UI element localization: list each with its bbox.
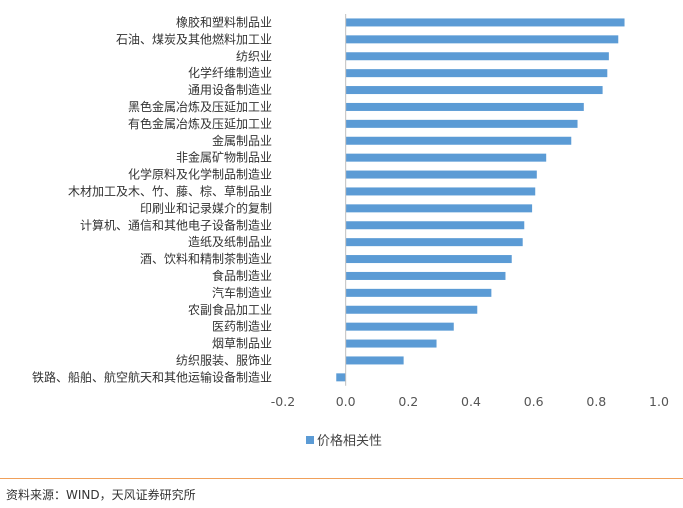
category-label: 橡胶和塑料制品业: [176, 14, 272, 29]
bar: [345, 86, 603, 95]
category-label: 通用设备制造业: [188, 83, 272, 97]
x-tick-label: 0.4: [461, 394, 481, 409]
category-label: 计算机、通信和其他电子设备制造业: [80, 217, 272, 232]
category-label: 医药制造业: [212, 320, 272, 334]
bar: [345, 102, 584, 111]
footer-divider: [0, 478, 683, 479]
category-label: 非金属矿物制品业: [176, 150, 272, 165]
source-note: 资料来源：WIND，天风证券研究所: [6, 488, 196, 502]
bars: [336, 18, 625, 382]
x-tick-label: 0.2: [398, 394, 418, 409]
x-tick-label: 0.0: [336, 394, 356, 409]
legend: 价格相关性: [306, 433, 382, 449]
x-axis-tick-labels: -0.2 0.0 0.2 0.4 0.6 0.8 1.0: [271, 394, 669, 409]
bar: [345, 204, 533, 213]
bar-chart: 橡胶和塑料制品业石油、煤炭及其他燃料加工业纺织业化学纤维制造业通用设备制造业黑色…: [32, 14, 669, 449]
category-label: 纺织服装、服饰业: [176, 353, 272, 367]
bar: [345, 238, 523, 247]
category-label: 农副食品加工业: [188, 302, 272, 317]
bar: [345, 356, 404, 365]
legend-swatch: [306, 436, 314, 444]
x-tick-label: -0.2: [271, 394, 295, 409]
category-labels: 橡胶和塑料制品业石油、煤炭及其他燃料加工业纺织业化学纤维制造业通用设备制造业黑色…: [32, 14, 272, 384]
bar: [345, 18, 625, 27]
bar: [345, 271, 506, 280]
category-label: 酒、饮料和精制茶制造业: [140, 251, 272, 266]
bar: [345, 52, 609, 61]
x-tick-label: 0.8: [586, 394, 606, 409]
bar: [345, 339, 437, 348]
x-tick-label: 1.0: [649, 394, 669, 409]
bar: [345, 305, 478, 314]
category-label: 化学原料及化学制品制造业: [128, 167, 272, 182]
bar: [345, 322, 454, 331]
category-label: 烟草制品业: [212, 337, 272, 351]
bar: [345, 136, 572, 145]
bar: [345, 69, 608, 78]
bar: [345, 170, 537, 179]
category-label: 汽车制造业: [212, 285, 272, 300]
bar: [345, 288, 492, 297]
category-label: 印刷业和记录媒介的复制: [140, 200, 272, 215]
category-label: 石油、煤炭及其他燃料加工业: [116, 31, 272, 46]
category-label: 铁路、船舶、航空航天和其他运输设备制造业: [32, 369, 272, 384]
bar: [345, 221, 525, 230]
bar: [345, 153, 547, 162]
category-label: 化学纤维制造业: [188, 65, 272, 80]
category-label: 食品制造业: [212, 268, 272, 283]
category-label: 金属制品业: [212, 133, 272, 148]
bar: [345, 119, 578, 128]
category-label: 木材加工及木、竹、藤、棕、草制品业: [68, 183, 272, 198]
bar: [336, 373, 346, 382]
x-tick-label: 0.6: [524, 394, 544, 409]
category-label: 黑色金属冶炼及压延加工业: [128, 99, 272, 114]
legend-label: 价格相关性: [317, 433, 382, 449]
bar: [345, 35, 619, 44]
bar: [345, 187, 536, 196]
category-label: 有色金属冶炼及压延加工业: [128, 116, 272, 131]
category-label: 纺织业: [236, 49, 272, 63]
bar: [345, 255, 512, 264]
category-label: 造纸及纸制品业: [188, 235, 272, 249]
